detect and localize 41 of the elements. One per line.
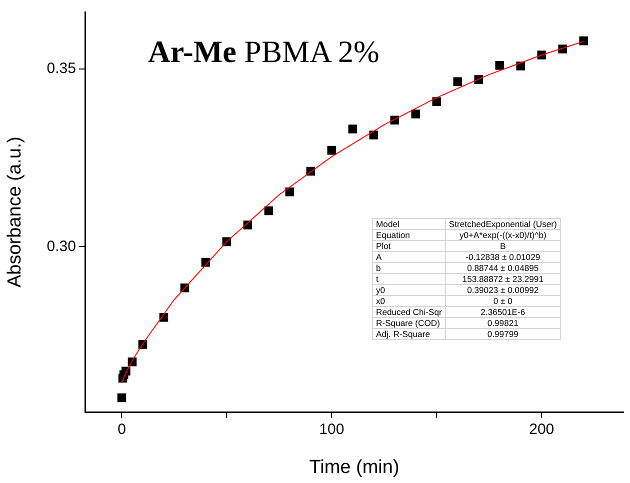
point	[453, 77, 462, 86]
y-tick-label: 0.30	[46, 238, 76, 255]
annotation: 0.99821	[445, 318, 560, 328]
annotation: R-Square (COD)	[372, 318, 446, 328]
text: Ar-Me PBMA 2%	[148, 34, 380, 70]
annotation: 153.88872 ± 23.2991	[445, 274, 560, 284]
y-tick-label: 0.35	[46, 60, 76, 78]
x-tick-label: 100	[319, 421, 344, 438]
annotation: x0	[372, 296, 446, 306]
annotation: StretchedExponential (User)	[445, 218, 560, 230]
point	[411, 110, 420, 118]
annotation: y0	[372, 284, 446, 296]
point	[495, 60, 504, 70]
annotation: b	[372, 262, 446, 274]
annotation: 0.39023 ± 0.00992	[445, 284, 560, 296]
point	[327, 146, 336, 155]
annotation: -0.12838 ± 0.01029	[445, 252, 560, 262]
annotation: Plot	[372, 240, 446, 252]
point	[348, 124, 358, 134]
annotation: y0+A*exp(-((x-x0)/t)^b)	[445, 230, 560, 240]
annotation: Equation	[372, 230, 446, 240]
x-tick-label: 200	[529, 421, 554, 438]
point	[432, 97, 442, 106]
annotation: B	[445, 240, 560, 252]
x-axis-title: Time (min)	[309, 456, 400, 478]
annotation: t	[372, 274, 446, 284]
annotation: Reduced Chi-Sqr	[372, 306, 446, 318]
annotation: Model	[372, 218, 446, 230]
annotation: Adj. R-Square	[372, 328, 446, 340]
annotation: 2.36501E-6	[445, 306, 560, 318]
point	[264, 206, 274, 216]
point	[369, 130, 378, 140]
annotation: 0.99799	[445, 328, 560, 340]
x-tick-label: 0	[118, 421, 126, 438]
annotation: 0.88744 ± 0.04895	[445, 262, 560, 274]
y-axis-title: Absorbance (a.u.)	[4, 136, 26, 288]
point	[285, 188, 294, 196]
annotation: A	[372, 252, 446, 262]
point	[579, 36, 588, 46]
annotation: 0 ± 0	[445, 296, 560, 306]
point	[117, 393, 126, 402]
